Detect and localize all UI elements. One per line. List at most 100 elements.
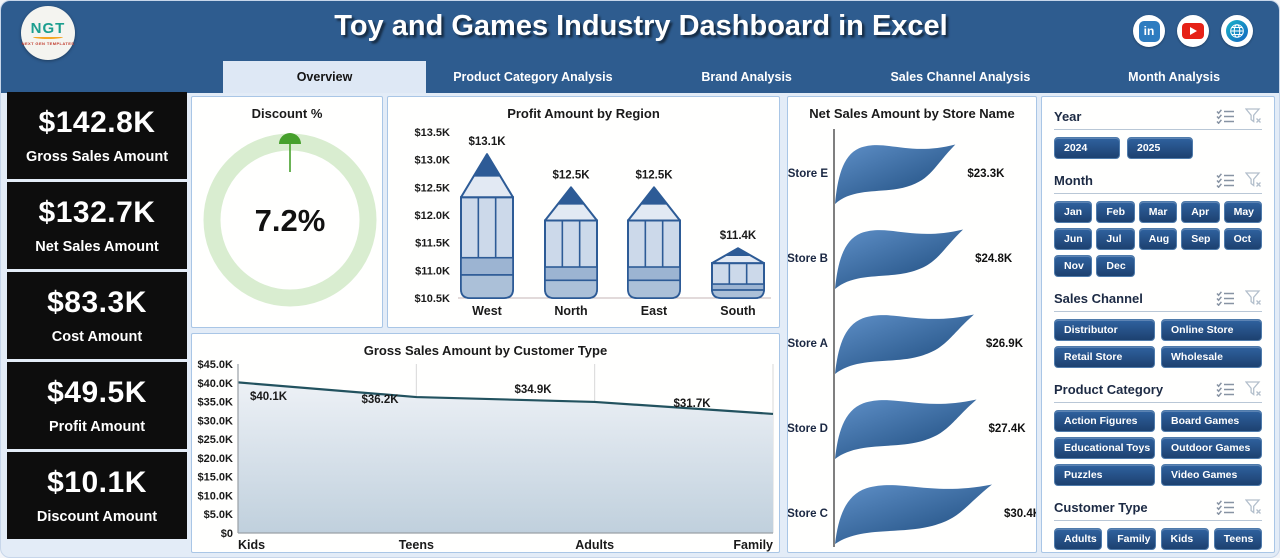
slicer-header-customer-type: Customer Type bbox=[1054, 496, 1262, 518]
clear-filter-icon[interactable] bbox=[1245, 381, 1262, 397]
tab-bar: Overview Product Category Analysis Brand A… bbox=[223, 61, 1279, 93]
slicer-button-online-store[interactable]: Online Store bbox=[1161, 319, 1262, 341]
svg-text:$11.5K: $11.5K bbox=[415, 238, 450, 250]
linkedin-icon[interactable]: in bbox=[1133, 15, 1165, 47]
slicer-button-may[interactable]: May bbox=[1223, 201, 1262, 223]
clear-filter-icon[interactable] bbox=[1245, 290, 1262, 306]
slicer-button-nov[interactable]: Nov bbox=[1054, 255, 1093, 277]
svg-text:$26.9K: $26.9K bbox=[986, 338, 1024, 350]
profit-by-region-panel: Profit Amount by Region $13.5K $13.0K $12.… bbox=[387, 96, 780, 328]
discount-donut-chart: 7.2% bbox=[203, 133, 377, 307]
store-chart-title: Net Sales Amount by Store Name bbox=[809, 106, 1015, 121]
svg-text:South: South bbox=[720, 304, 755, 318]
slicer-button-oct[interactable]: Oct bbox=[1223, 228, 1262, 250]
svg-text:$11.0K: $11.0K bbox=[415, 265, 450, 277]
divider bbox=[1054, 520, 1262, 521]
svg-text:$25.0K: $25.0K bbox=[198, 434, 234, 446]
slicer-button-aug[interactable]: Aug bbox=[1138, 228, 1178, 250]
svg-text:$40.0K: $40.0K bbox=[198, 378, 234, 390]
multiselect-icon[interactable] bbox=[1216, 108, 1235, 124]
clear-filter-icon[interactable] bbox=[1245, 172, 1262, 188]
svg-text:$40.1K: $40.1K bbox=[250, 391, 288, 403]
svg-text:Store A: Store A bbox=[788, 338, 828, 350]
svg-text:$12.5K: $12.5K bbox=[635, 169, 673, 181]
tab-sales-channel-analysis[interactable]: Sales Channel Analysis bbox=[890, 70, 1031, 84]
kpi-value: $83.3K bbox=[47, 286, 147, 319]
multiselect-icon[interactable] bbox=[1216, 499, 1235, 515]
customer-chart-title: Gross Sales Amount by Customer Type bbox=[363, 343, 608, 358]
tab-overview[interactable]: Overview bbox=[223, 61, 426, 93]
slicer-button-jan[interactable]: Jan bbox=[1054, 201, 1093, 223]
slicer-button-board-games[interactable]: Board Games bbox=[1161, 410, 1262, 432]
slicer-button-dec[interactable]: Dec bbox=[1096, 255, 1135, 277]
svg-text:$30.0K: $30.0K bbox=[198, 415, 234, 427]
svg-text:$12.5K: $12.5K bbox=[552, 169, 590, 181]
tab-month-analysis[interactable]: Month Analysis bbox=[1128, 70, 1221, 84]
svg-text:$34.9K: $34.9K bbox=[514, 384, 552, 396]
svg-text:Family: Family bbox=[733, 538, 773, 552]
slicer-button-kids[interactable]: Kids bbox=[1160, 528, 1209, 550]
divider bbox=[1054, 193, 1262, 194]
slicer-button-puzzles[interactable]: Puzzles bbox=[1054, 464, 1155, 486]
slicer-items-month: Jan Feb Mar Apr May Jun Jul Aug Sep Oct Nov Dec bbox=[1054, 201, 1262, 277]
svg-text:West: West bbox=[472, 304, 502, 318]
net-sales-by-store-panel: Net Sales Amount by Store Name Store E $2… bbox=[787, 96, 1037, 553]
multiselect-icon[interactable] bbox=[1216, 290, 1235, 306]
logo-subtext: NEXT GEN TEMPLATES bbox=[21, 41, 75, 46]
slicer-button-teens[interactable]: Teens bbox=[1213, 528, 1262, 550]
kpi-label: Gross Sales Amount bbox=[25, 149, 169, 165]
slicer-button-video-games[interactable]: Video Games bbox=[1161, 464, 1262, 486]
slicer-header-month: Month bbox=[1054, 169, 1262, 191]
svg-text:$23.3K: $23.3K bbox=[967, 168, 1005, 180]
slicer-button-apr[interactable]: Apr bbox=[1181, 201, 1220, 223]
slicer-button-adults[interactable]: Adults bbox=[1054, 528, 1103, 550]
slicer-button-wholesale[interactable]: Wholesale bbox=[1161, 346, 1262, 368]
kpi-label: Profit Amount bbox=[48, 419, 146, 435]
logo-swoosh-icon bbox=[33, 35, 63, 39]
slicer-button-mar[interactable]: Mar bbox=[1138, 201, 1178, 223]
social-icons: in bbox=[1133, 15, 1253, 47]
slicer-items-customer-type: Adults Family Kids Teens bbox=[1054, 528, 1262, 550]
svg-text:Store C: Store C bbox=[788, 508, 828, 520]
multiselect-icon[interactable] bbox=[1216, 172, 1235, 188]
slicer-button-distributor[interactable]: Distributor bbox=[1054, 319, 1155, 341]
kpi-value: $49.5K bbox=[47, 376, 147, 409]
multiselect-icon[interactable] bbox=[1216, 381, 1235, 397]
slicer-button-educational-toys[interactable]: Educational Toys bbox=[1054, 437, 1155, 459]
logo-text: NGT bbox=[30, 20, 66, 37]
website-globe-icon[interactable] bbox=[1221, 15, 1253, 47]
slicer-header-product-category: Product Category bbox=[1054, 378, 1262, 400]
slicer-button-action-figures[interactable]: Action Figures bbox=[1054, 410, 1155, 432]
svg-text:$13.5K: $13.5K bbox=[415, 127, 451, 139]
svg-text:$10.5K: $10.5K bbox=[415, 293, 451, 305]
kpi-value: $10.1K bbox=[47, 466, 147, 499]
tab-product-category-analysis[interactable]: Product Category Analysis bbox=[453, 70, 613, 84]
slicer-button-outdoor-games[interactable]: Outdoor Games bbox=[1161, 437, 1262, 459]
divider bbox=[1054, 311, 1262, 312]
svg-text:$0: $0 bbox=[221, 528, 233, 540]
tab-brand-analysis[interactable]: Brand Analysis bbox=[701, 70, 792, 84]
slicer-button-jul[interactable]: Jul bbox=[1096, 228, 1135, 250]
kpi-card-profit-amount: $49.5K Profit Amount bbox=[7, 362, 187, 449]
youtube-icon[interactable] bbox=[1177, 15, 1209, 47]
slicer-button-retail-store[interactable]: Retail Store bbox=[1054, 346, 1155, 368]
kpi-card-cost-amount: $83.3K Cost Amount bbox=[7, 272, 187, 359]
svg-text:$5.0K: $5.0K bbox=[204, 509, 233, 521]
clear-filter-icon[interactable] bbox=[1245, 499, 1262, 515]
slicer-button-feb[interactable]: Feb bbox=[1096, 201, 1135, 223]
svg-text:$11.4K: $11.4K bbox=[720, 230, 757, 242]
slicer-button-2024[interactable]: 2024 bbox=[1054, 137, 1120, 159]
slicer-header-year: Year bbox=[1054, 105, 1262, 127]
clear-filter-icon[interactable] bbox=[1245, 108, 1262, 124]
svg-text:Adults: Adults bbox=[575, 538, 614, 552]
svg-text:$31.7K: $31.7K bbox=[673, 398, 711, 410]
svg-text:East: East bbox=[641, 304, 668, 318]
slicer-button-jun[interactable]: Jun bbox=[1054, 228, 1093, 250]
slicer-button-2025[interactable]: 2025 bbox=[1127, 137, 1193, 159]
svg-text:$45.0K: $45.0K bbox=[198, 360, 234, 371]
slicer-button-family[interactable]: Family bbox=[1107, 528, 1156, 550]
svg-text:Store E: Store E bbox=[788, 168, 828, 180]
svg-text:Store B: Store B bbox=[788, 253, 828, 265]
slicer-button-sep[interactable]: Sep bbox=[1181, 228, 1220, 250]
